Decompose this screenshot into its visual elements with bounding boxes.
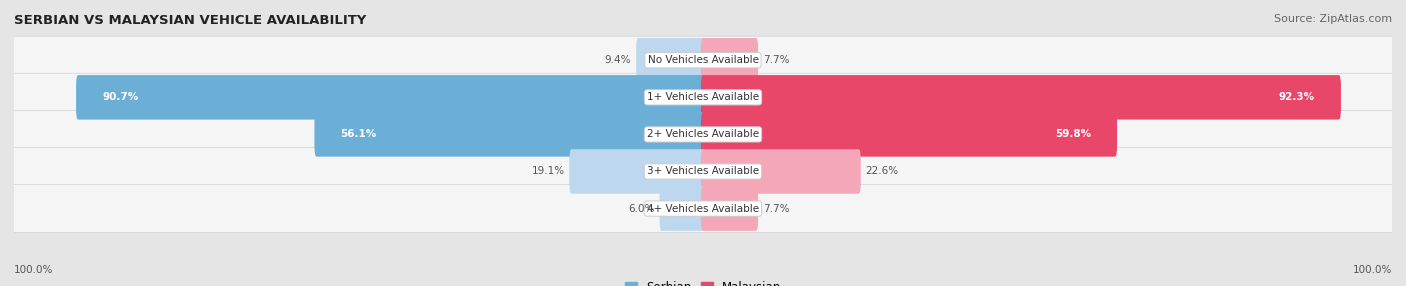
Text: 22.6%: 22.6% xyxy=(866,166,898,176)
FancyBboxPatch shape xyxy=(13,73,1393,122)
FancyBboxPatch shape xyxy=(659,186,704,231)
Text: 19.1%: 19.1% xyxy=(531,166,565,176)
Text: 56.1%: 56.1% xyxy=(340,130,377,139)
Text: 7.7%: 7.7% xyxy=(763,55,789,65)
FancyBboxPatch shape xyxy=(702,38,758,83)
Text: 100.0%: 100.0% xyxy=(1353,265,1392,275)
FancyBboxPatch shape xyxy=(569,149,704,194)
Text: 4+ Vehicles Available: 4+ Vehicles Available xyxy=(647,204,759,214)
Text: No Vehicles Available: No Vehicles Available xyxy=(648,55,758,65)
Text: 1+ Vehicles Available: 1+ Vehicles Available xyxy=(647,92,759,102)
FancyBboxPatch shape xyxy=(702,149,860,194)
Text: Source: ZipAtlas.com: Source: ZipAtlas.com xyxy=(1274,14,1392,24)
Legend: Serbian, Malaysian: Serbian, Malaysian xyxy=(620,276,786,286)
FancyBboxPatch shape xyxy=(13,147,1393,196)
Text: 3+ Vehicles Available: 3+ Vehicles Available xyxy=(647,166,759,176)
Text: 100.0%: 100.0% xyxy=(14,265,53,275)
Text: 9.4%: 9.4% xyxy=(605,55,631,65)
Text: 59.8%: 59.8% xyxy=(1054,130,1091,139)
FancyBboxPatch shape xyxy=(702,75,1341,120)
FancyBboxPatch shape xyxy=(702,186,758,231)
FancyBboxPatch shape xyxy=(13,36,1393,84)
Text: 7.7%: 7.7% xyxy=(763,204,789,214)
Text: 90.7%: 90.7% xyxy=(103,92,139,102)
Text: 2+ Vehicles Available: 2+ Vehicles Available xyxy=(647,130,759,139)
FancyBboxPatch shape xyxy=(76,75,704,120)
FancyBboxPatch shape xyxy=(13,184,1393,233)
FancyBboxPatch shape xyxy=(636,38,704,83)
Text: SERBIAN VS MALAYSIAN VEHICLE AVAILABILITY: SERBIAN VS MALAYSIAN VEHICLE AVAILABILIT… xyxy=(14,14,367,27)
FancyBboxPatch shape xyxy=(702,112,1116,157)
Text: 92.3%: 92.3% xyxy=(1278,92,1315,102)
FancyBboxPatch shape xyxy=(13,110,1393,158)
FancyBboxPatch shape xyxy=(315,112,704,157)
Text: 6.0%: 6.0% xyxy=(628,204,655,214)
